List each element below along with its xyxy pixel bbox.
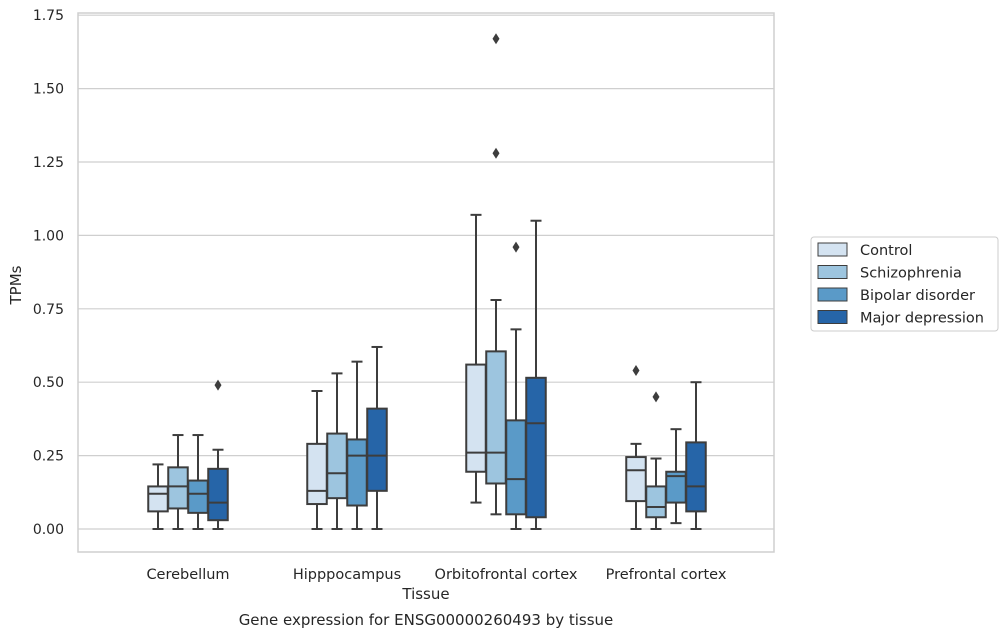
legend-label: Major depression (860, 311, 984, 327)
legend-label: Control (860, 243, 912, 259)
box-body (625, 456, 647, 503)
box-body (187, 479, 209, 514)
box-body (306, 442, 328, 506)
boxes (147, 33, 707, 530)
box-body (465, 363, 487, 473)
legend-frame (810, 236, 999, 332)
y-tick-label: 1.00 (33, 228, 64, 244)
x-tick-label: Hipppocampus (293, 567, 401, 583)
box-body (326, 432, 348, 500)
outlier-point (214, 379, 222, 391)
y-tick-labels: 0.00 0.25 0.50 0.75 1.00 1.25 1.50 1.75 (33, 8, 64, 538)
box-bipolar-disorder (665, 428, 687, 525)
legend-swatch (817, 310, 848, 324)
box-major-depression (685, 381, 707, 530)
x-tick-label: Cerebellum (146, 567, 229, 583)
box-body (366, 407, 388, 492)
box-body (147, 485, 169, 513)
y-tick-label: 0.25 (33, 449, 64, 465)
x-axis-label: Tissue (401, 585, 449, 603)
x-tick-label: Prefrontal cortex (606, 567, 727, 583)
y-axis-label: TPMs (7, 265, 25, 305)
legend-swatch (817, 287, 848, 302)
box-body (207, 467, 229, 522)
box-body (525, 376, 547, 519)
y-tick-label: 0.75 (33, 302, 64, 318)
box-schizophrenia (645, 391, 667, 530)
box-control (625, 364, 647, 530)
y-tick-label: 1.25 (33, 155, 64, 171)
outlier-point (492, 33, 500, 45)
legend-label: Bipolar disorder (860, 288, 975, 304)
box-body (505, 419, 527, 516)
legend: Control Schizophrenia Bipolar disorder Majo… (810, 236, 999, 332)
box-control (465, 213, 487, 504)
plot-area (77, 12, 775, 553)
legend-swatch (817, 265, 848, 279)
box-major-depression (207, 379, 229, 530)
y-tick-label: 0.50 (33, 375, 64, 391)
x-tick-labels: Cerebellum Hipppocampus Orbitofrontal cort… (146, 567, 726, 583)
outlier-point (632, 364, 640, 376)
box-bipolar-disorder (505, 241, 527, 530)
outlier-point (492, 147, 500, 159)
y-tick-label: 1.75 (33, 8, 64, 24)
box-schizophrenia (485, 33, 507, 516)
box-body (346, 438, 368, 507)
box-major-depression (525, 219, 547, 530)
x-tick-label: Orbitofrontal cortex (435, 567, 578, 583)
box-body (685, 441, 707, 513)
box-major-depression (366, 345, 388, 530)
legend-swatch (817, 242, 848, 257)
box-bipolar-disorder (187, 434, 209, 530)
y-tick-label: 1.50 (33, 82, 64, 98)
legend-label: Schizophrenia (860, 266, 962, 282)
box-body (485, 350, 507, 485)
box-bipolar-disorder (346, 360, 368, 530)
outlier-point (512, 241, 520, 253)
chart-caption: Gene expression for ENSG00000260493 by t… (239, 611, 614, 629)
y-tick-label: 0.00 (33, 522, 64, 538)
box-control (147, 463, 169, 530)
box-body (645, 485, 667, 519)
outlier-point (652, 391, 660, 403)
box-body (167, 466, 189, 510)
